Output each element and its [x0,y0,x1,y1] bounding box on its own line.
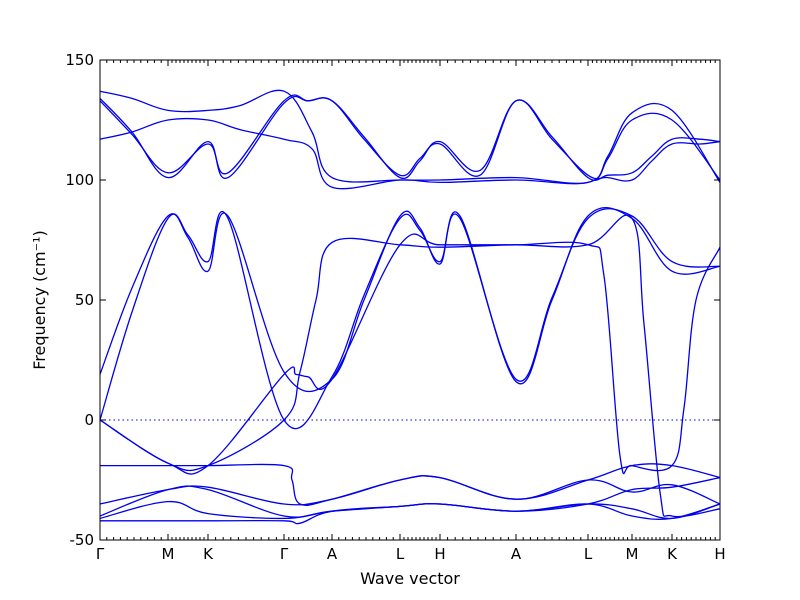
x-tick-label: K [203,545,214,563]
band-line-7 [99,214,721,518]
axis-ticks [99,59,721,541]
band-line-6 [99,208,721,430]
x-tick-label: H [714,545,725,563]
band-line-3 [99,89,721,185]
x-tick-label: K [667,545,678,563]
band-line-1 [99,95,721,181]
band-line-2 [99,94,721,182]
x-tick-label: Γ [96,545,105,563]
band-line-8 [99,237,721,475]
band-line-10 [99,475,721,506]
x-tick-label: L [584,545,593,563]
x-tick-label: M [626,545,639,563]
x-axis-label: Wave vector [360,569,460,588]
x-tick-label: A [327,545,338,563]
x-tick-label: Γ [280,545,289,563]
band-line-12 [99,500,721,520]
x-tick-label: M [162,545,175,563]
phonon-bands [99,89,721,525]
band-line-4 [99,112,721,190]
band-line-13 [100,503,721,525]
y-tick-label: 150 [65,51,94,69]
y-tick-label: -50 [70,531,95,549]
band-line-11 [99,476,721,518]
y-tick-label: 100 [65,171,94,189]
y-tick-label: 0 [84,411,94,429]
y-tick-label: 50 [75,291,94,309]
x-tick-label: L [396,545,405,563]
y-tick-labels: -50 0 50 100 150 [65,51,94,549]
y-axis-label: Frequency (cm⁻¹) [30,230,49,369]
x-tick-label: H [434,545,445,563]
x-tick-label: A [511,545,522,563]
